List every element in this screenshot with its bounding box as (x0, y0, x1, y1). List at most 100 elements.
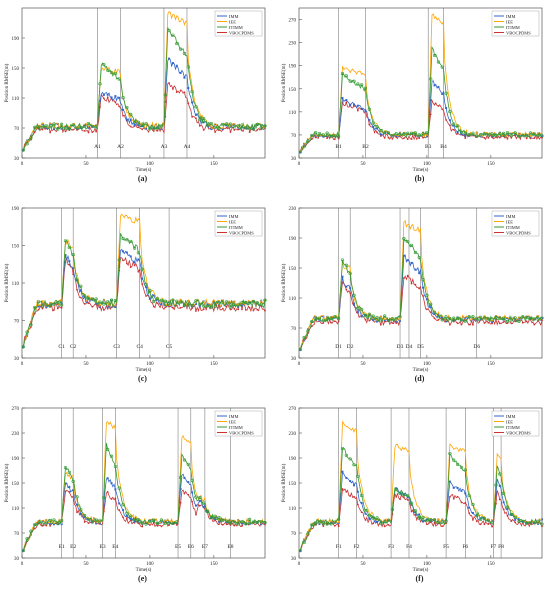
series-point-vbocpdms (353, 105, 355, 107)
series-point-itimm (52, 302, 56, 307)
panel-caption: (d) (415, 374, 425, 383)
series-point-itimm (310, 523, 314, 527)
series-point-vbocpdms (95, 130, 98, 133)
legend-label: ITIMM (229, 25, 243, 30)
series-point-vbocpdms (402, 277, 405, 280)
series-point-itimm (429, 518, 433, 522)
series-point-imm (95, 302, 98, 305)
series-point-itimm (175, 520, 179, 524)
series-point-itimm (125, 238, 129, 242)
series-point-imm (383, 319, 386, 322)
series-point-itimm (348, 79, 352, 83)
series-point-vbocpdms (452, 320, 455, 323)
series-point-itimm (117, 77, 121, 81)
series-point-imm (445, 106, 448, 109)
series-point-imm (114, 488, 117, 491)
series-point-itimm (40, 522, 45, 526)
series-point-imm (194, 303, 197, 306)
series-point-imm (129, 517, 132, 520)
series-point-itimm (325, 522, 329, 526)
series-point-itimm (540, 522, 544, 526)
series-point-itimm (60, 518, 64, 523)
series-point-vbocpdms (452, 128, 455, 131)
series-point-imm (175, 64, 178, 67)
series-point-imm (229, 125, 232, 128)
marker-label: E2 (70, 544, 76, 550)
series-point-imm (464, 134, 467, 137)
panel-caption: (b) (415, 174, 425, 183)
series-point-imm (106, 93, 109, 96)
series-point-itimm (375, 315, 379, 320)
series-point-itimm (25, 330, 29, 334)
marker-label: D6 (473, 344, 480, 350)
series-point-itimm (67, 470, 71, 474)
series-point-imm (183, 477, 186, 480)
series-point-imm (445, 320, 448, 323)
y-axis-label: Position RMSE(m) (282, 63, 287, 102)
series-point-vbocpdms (475, 520, 478, 523)
series-point-imm (49, 302, 52, 305)
series-point-itimm (60, 122, 64, 126)
series-point-itimm (236, 303, 240, 307)
x-tick-label: 100 (146, 562, 154, 567)
series-point-itimm (459, 130, 464, 134)
series-point-itimm (505, 505, 510, 509)
series-point-itimm (333, 520, 337, 524)
series-point-vbocpdms (83, 302, 86, 305)
series-point-itimm (29, 529, 33, 533)
series-point-imm (141, 125, 144, 128)
series-point-vbocpdms (533, 137, 536, 140)
series-point-vbocpdms (114, 497, 117, 500)
series-point-imm (160, 127, 163, 130)
series-point-imm (491, 320, 494, 323)
series-point-itimm (482, 316, 487, 320)
series-point-itimm (440, 318, 444, 322)
series-point-itimm (221, 300, 225, 304)
legend-label: VBOCPDMS (506, 230, 531, 235)
legend-box (214, 410, 263, 437)
series-point-vbocpdms (168, 305, 170, 308)
series-point-itimm (409, 501, 414, 505)
series-point-itimm (302, 540, 306, 545)
series-point-itimm (109, 454, 114, 458)
series-point-itimm (325, 317, 329, 321)
series-point-vbocpdms (64, 490, 67, 493)
series-point-vbocpdms (241, 308, 243, 311)
series-point-itimm (360, 493, 364, 498)
series-point-vbocpdms (449, 495, 451, 498)
series-point-vbocpdms (229, 308, 232, 311)
series-point-vbocpdms (141, 525, 144, 528)
series-point-imm (79, 512, 82, 515)
series-point-vbocpdms (175, 523, 178, 526)
series-point-itimm (340, 258, 345, 262)
series-point-imm (299, 348, 302, 351)
series-point-itimm (98, 518, 102, 522)
series-point-itimm (340, 72, 345, 76)
y-tick-label: 230 (289, 207, 297, 212)
series-point-itimm (178, 300, 183, 304)
series-point-imm (314, 521, 317, 524)
series-point-vbocpdms (133, 264, 136, 267)
series-point-imm (87, 126, 90, 129)
series-point-vbocpdms (433, 103, 436, 106)
series-point-vbocpdms (310, 325, 313, 328)
series-point-itimm (228, 305, 233, 309)
series-point-imm (517, 316, 520, 319)
series-point-imm (349, 287, 352, 290)
series-point-vbocpdms (118, 509, 121, 511)
series-point-itimm (463, 131, 467, 135)
marker-label: E6 (188, 544, 194, 550)
series-point-itimm (186, 462, 190, 467)
series-point-vbocpdms (464, 501, 467, 504)
series-point-itimm (425, 518, 429, 522)
series-point-imm (102, 93, 105, 96)
series-point-itimm (255, 520, 259, 524)
series-point-itimm (48, 124, 52, 128)
series-point-itimm (232, 125, 236, 129)
series-point-itimm (532, 521, 536, 525)
y-tick-label: 190 (289, 237, 297, 242)
series-point-imm (221, 128, 224, 131)
marker-label: A2 (117, 144, 124, 150)
series-point-itimm (175, 41, 179, 46)
series-point-itimm (251, 127, 256, 131)
